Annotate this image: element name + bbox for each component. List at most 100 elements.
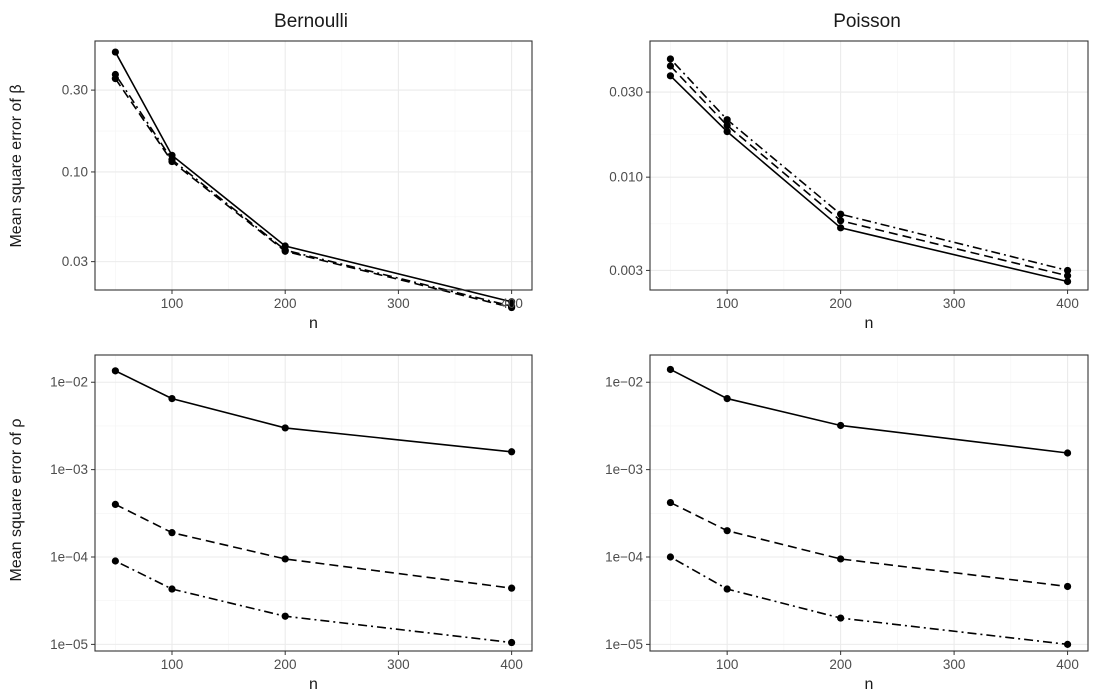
x-tick-label: 300	[943, 296, 966, 311]
column-title-poisson: Poisson	[833, 11, 901, 32]
x-tick-label: 400	[1056, 657, 1079, 672]
x-tick-label: 300	[387, 296, 410, 311]
data-point	[281, 612, 289, 620]
data-point	[666, 498, 675, 507]
data-point	[666, 72, 675, 80]
data-point	[837, 614, 845, 622]
x-tick-label: 400	[1056, 296, 1079, 311]
x-tick-label: 200	[274, 296, 297, 311]
y-tick-label: 0.010	[609, 170, 643, 185]
data-point	[723, 128, 731, 136]
x-axis-title: n	[309, 315, 318, 332]
data-point	[508, 302, 516, 310]
data-point	[837, 217, 845, 225]
data-point	[168, 156, 176, 164]
data-point	[723, 527, 731, 535]
data-point	[281, 424, 289, 432]
data-point	[111, 70, 119, 79]
series-line-solid	[115, 370, 512, 453]
y-tick-label: 1e−05	[605, 637, 643, 652]
y-tick-label: 0.10	[62, 164, 88, 179]
x-tick-label: 400	[500, 296, 523, 311]
data-point	[1063, 640, 1072, 648]
series-line-dashed	[670, 501, 1068, 588]
panel-border	[649, 354, 1089, 652]
data-point	[1063, 277, 1072, 286]
series-line-dotdash	[670, 556, 1068, 646]
data-point	[1063, 272, 1072, 280]
data-point	[723, 116, 731, 124]
series-line-dotdash	[669, 58, 1068, 272]
x-axis-title: n	[865, 315, 874, 332]
data-point	[723, 394, 731, 403]
y-tick-label: 1e−03	[605, 462, 643, 477]
y-tick-label: 1e−05	[50, 637, 88, 652]
data-point	[168, 585, 176, 593]
x-tick-label: 200	[274, 657, 297, 672]
y-tick-label: 0.003	[609, 263, 643, 278]
row-ylabel-beta: Mean square error of β	[8, 84, 25, 247]
data-point	[666, 55, 675, 63]
data-point	[508, 448, 516, 456]
data-point	[281, 246, 289, 254]
data-point	[837, 210, 845, 218]
y-tick-label: 0.30	[62, 83, 88, 98]
x-tick-label: 100	[716, 657, 739, 672]
y-tick-label: 0.03	[62, 254, 88, 269]
x-axis-title: n	[865, 676, 874, 693]
data-point	[666, 62, 675, 70]
series-line-dashed	[114, 78, 512, 309]
panel-border	[649, 40, 1089, 291]
y-tick-label: 0.030	[609, 85, 643, 100]
row-ylabel-rho: Mean square error of ρ	[8, 419, 25, 582]
data-point	[666, 365, 675, 374]
data-point	[111, 557, 119, 565]
panel-border	[94, 40, 533, 291]
data-point	[111, 367, 119, 375]
y-tick-label: 1e−04	[605, 550, 643, 565]
panel-bernoulli-rho: 100 200 300 400 1e−05 1e−04 1e−03 1e−02 n	[50, 354, 533, 693]
data-point	[666, 553, 675, 561]
data-point	[508, 638, 516, 647]
series-line-dashed	[669, 65, 1068, 277]
data-point	[168, 394, 176, 403]
series-line-solid	[669, 75, 1068, 283]
series-line-dotdash	[115, 560, 512, 644]
data-point	[837, 224, 845, 232]
data-point	[1063, 582, 1072, 591]
series-line-solid	[670, 368, 1068, 454]
panel-poisson-rho: 100 200 300 400 1e−05 1e−04 1e−03 1e−02 n	[605, 354, 1089, 693]
data-point	[1063, 266, 1072, 275]
series-line-dashed	[115, 503, 512, 589]
series-line-solid	[114, 51, 512, 303]
y-tick-label: 1e−02	[50, 375, 88, 390]
panel-border	[94, 354, 533, 652]
data-point	[111, 48, 119, 56]
data-point	[111, 500, 119, 508]
data-point	[281, 555, 289, 563]
series-line-dotdash	[114, 74, 512, 307]
data-point	[1063, 449, 1072, 457]
y-tick-label: 1e−02	[605, 375, 643, 390]
panel-bernoulli-beta: 100 200 300 400 0.03 0.10 0.30 n	[62, 40, 533, 332]
x-axis-title: n	[309, 676, 318, 693]
x-tick-label: 300	[943, 657, 966, 672]
panel-poisson-beta: 100 200 300 400 0.003 0.010 0.030 n	[609, 40, 1089, 332]
data-point	[723, 121, 731, 130]
data-point	[837, 555, 845, 563]
column-title-bernoulli: Bernoulli	[274, 11, 348, 32]
x-tick-label: 400	[500, 657, 523, 672]
y-tick-label: 1e−03	[50, 462, 88, 477]
data-point	[508, 584, 516, 592]
data-point	[723, 585, 731, 593]
x-tick-label: 200	[829, 296, 852, 311]
data-point	[168, 529, 176, 537]
x-tick-label: 100	[161, 296, 184, 311]
x-tick-label: 100	[161, 657, 184, 672]
y-tick-label: 1e−04	[50, 550, 88, 565]
x-tick-label: 200	[829, 657, 852, 672]
data-point	[837, 421, 845, 430]
x-tick-label: 100	[716, 296, 739, 311]
x-tick-label: 300	[387, 657, 410, 672]
